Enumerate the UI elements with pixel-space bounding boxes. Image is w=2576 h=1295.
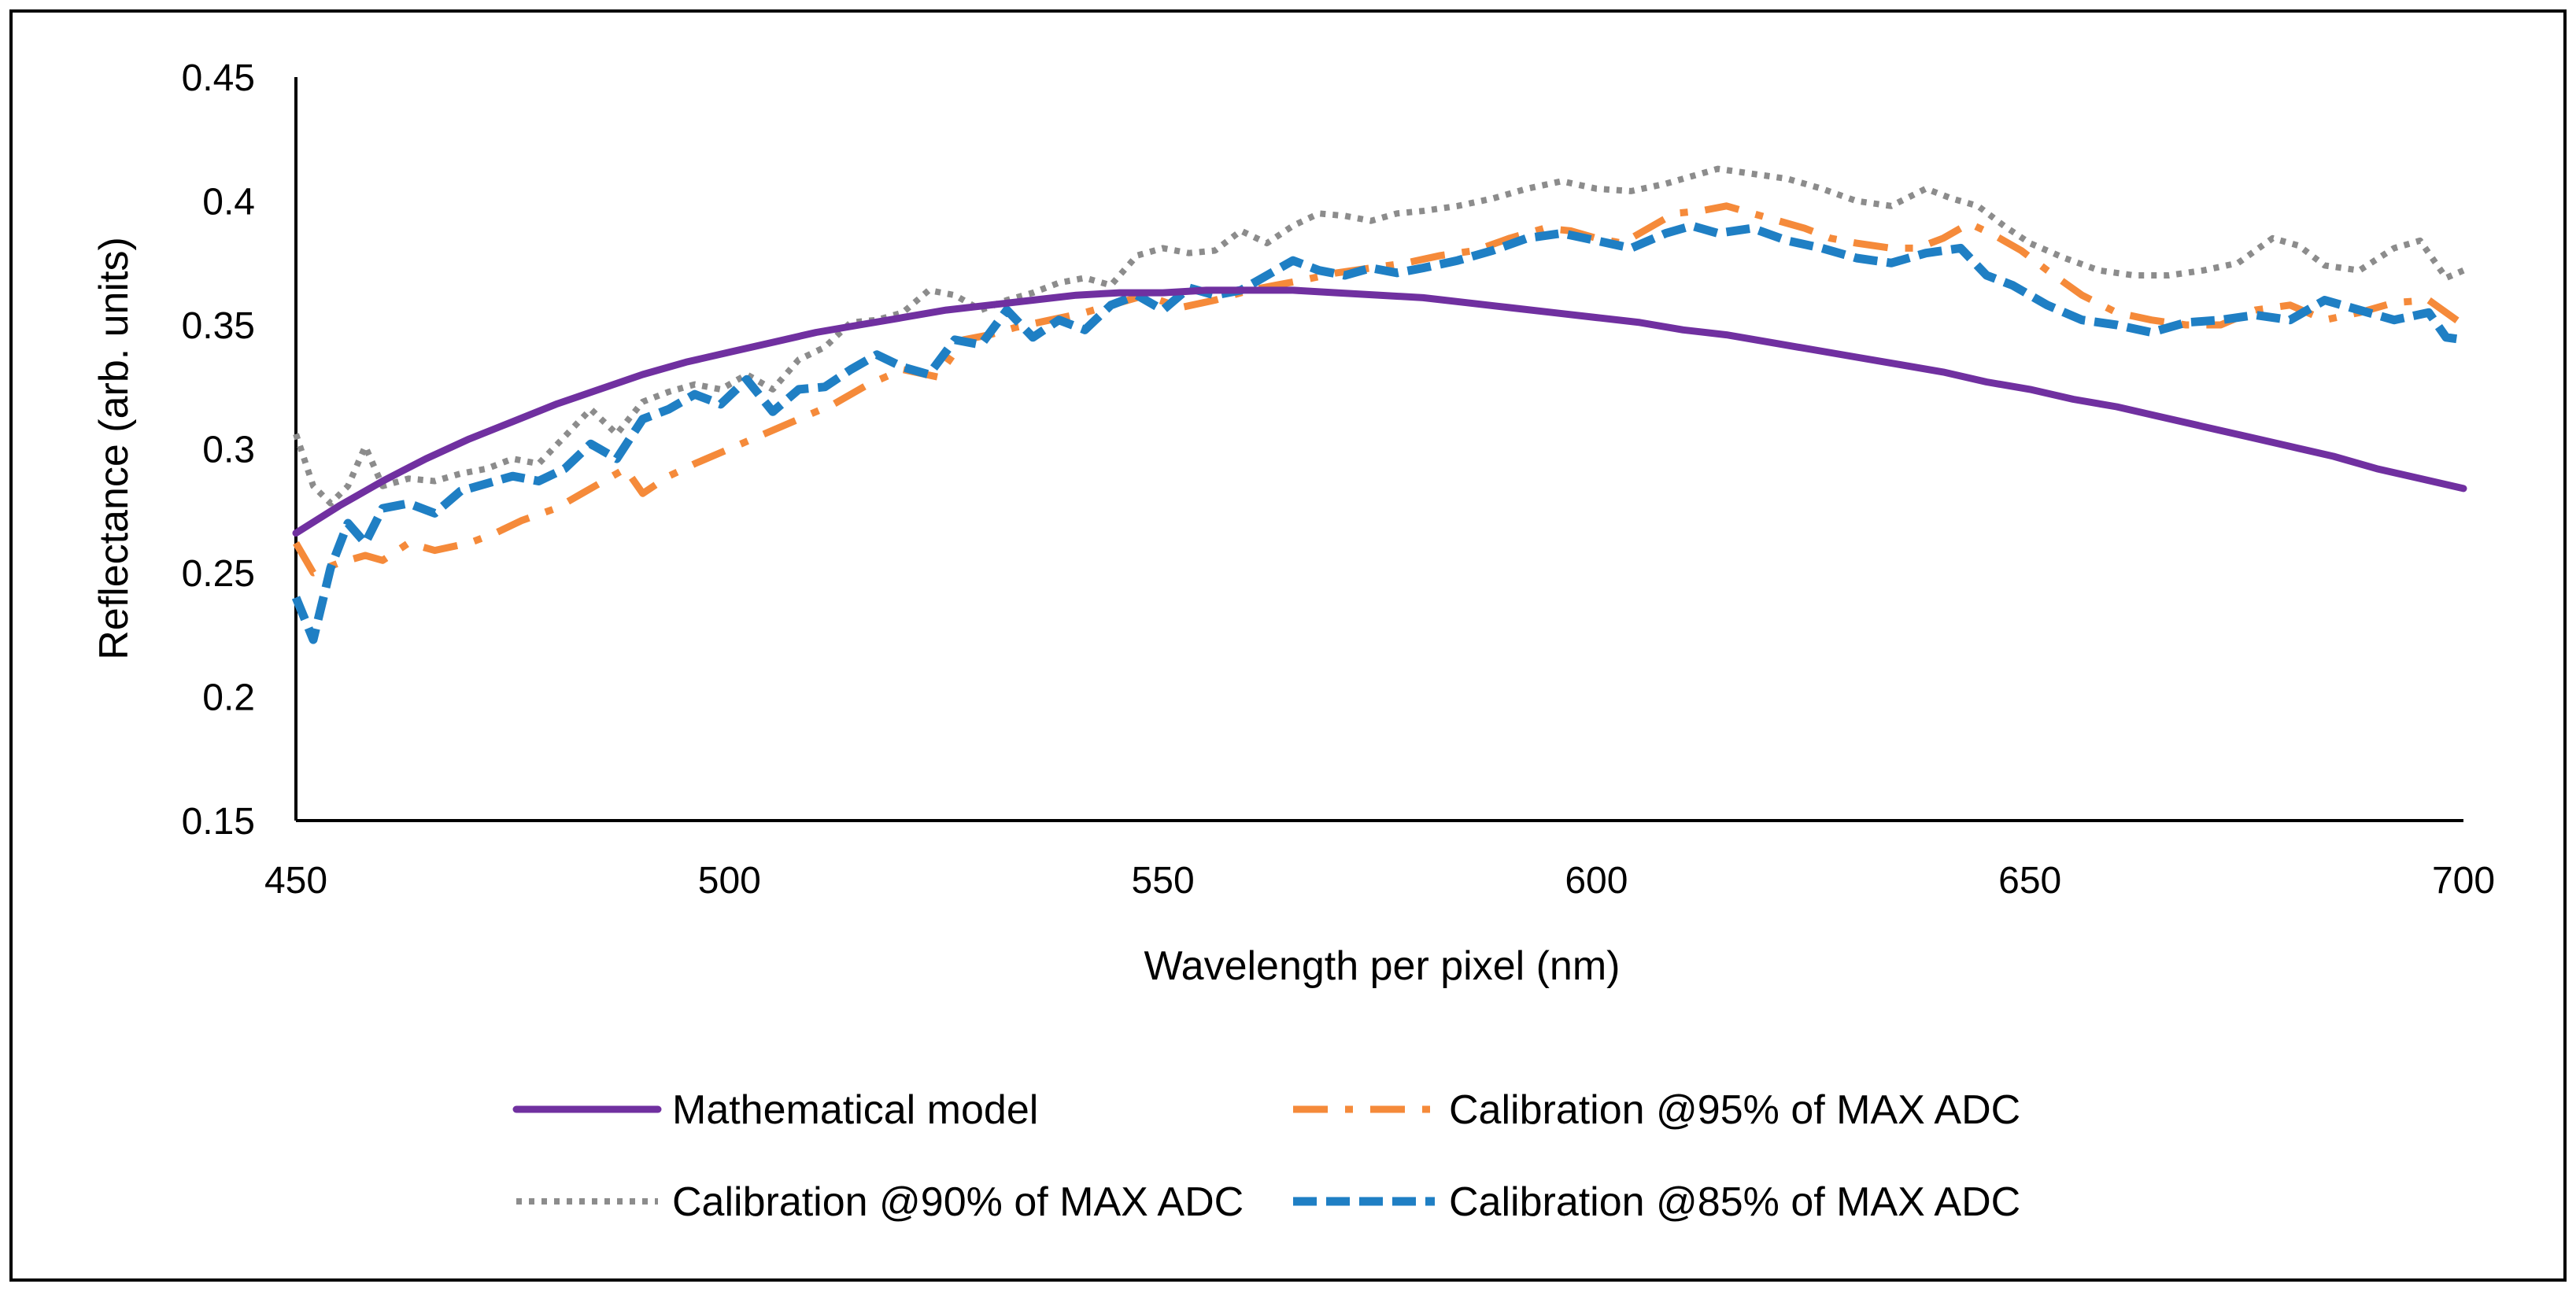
legend: Mathematical model Calibration @95% of MA… xyxy=(512,1087,2020,1225)
legend-item-calibration-85-of-max-adc: Calibration @85% of MAX ADC xyxy=(1293,1179,2020,1225)
figure-border xyxy=(9,9,2567,1282)
x-axis-title: Wavelength per pixel (nm) xyxy=(1144,943,1621,989)
series-line-calibration-85-of-max-adc xyxy=(291,221,2464,644)
x-tick-label: 600 xyxy=(1565,860,1628,902)
y-tick-label: 0.45 xyxy=(182,57,255,99)
x-tick-label: 550 xyxy=(1132,860,1195,902)
legend-item-mathematical-model: Mathematical model xyxy=(512,1087,1038,1133)
x-tick-label: 450 xyxy=(264,860,327,902)
y-tick-label: 0.35 xyxy=(182,305,255,347)
x-tick-label: 500 xyxy=(698,860,761,902)
y-tick-label: 0.25 xyxy=(182,553,255,595)
y-tick-label: 0.15 xyxy=(182,801,255,843)
legend-label: Mathematical model xyxy=(672,1087,1038,1133)
x-tick-label: 650 xyxy=(1998,860,2061,902)
legend-label: Calibration @90% of MAX ADC xyxy=(672,1179,1244,1225)
y-axis-title: Reflectance (arb. units) xyxy=(91,237,137,660)
x-tick-label: 700 xyxy=(2432,860,2495,902)
legend-item-calibration-90-of-max-adc: Calibration @90% of MAX ADC xyxy=(516,1179,1244,1225)
series-line-calibration-95-of-max-adc xyxy=(293,202,2466,577)
legend-label: Calibration @95% of MAX ADC xyxy=(1449,1087,2020,1133)
y-tick-label: 0.2 xyxy=(202,677,255,719)
legend-label: Calibration @85% of MAX ADC xyxy=(1449,1179,2020,1225)
y-tick-label: 0.4 xyxy=(202,182,255,223)
y-tick-label: 0.3 xyxy=(202,430,255,471)
series-line-mathematical-model xyxy=(292,286,2467,537)
series-line-calibration-90-of-max-adc xyxy=(293,165,2465,507)
legend-item-calibration-95-of-max-adc: Calibration @95% of MAX ADC xyxy=(1293,1087,2020,1133)
plot-area xyxy=(291,165,2467,644)
axes: 0.15 0.2 0.25 0.3 0.35 0.4 0.45 450 500 550 600 650… xyxy=(182,57,2495,902)
